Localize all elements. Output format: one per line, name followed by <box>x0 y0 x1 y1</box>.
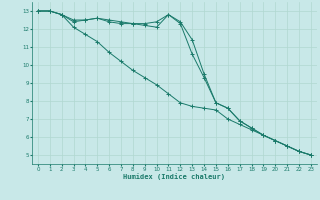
X-axis label: Humidex (Indice chaleur): Humidex (Indice chaleur) <box>124 173 225 180</box>
